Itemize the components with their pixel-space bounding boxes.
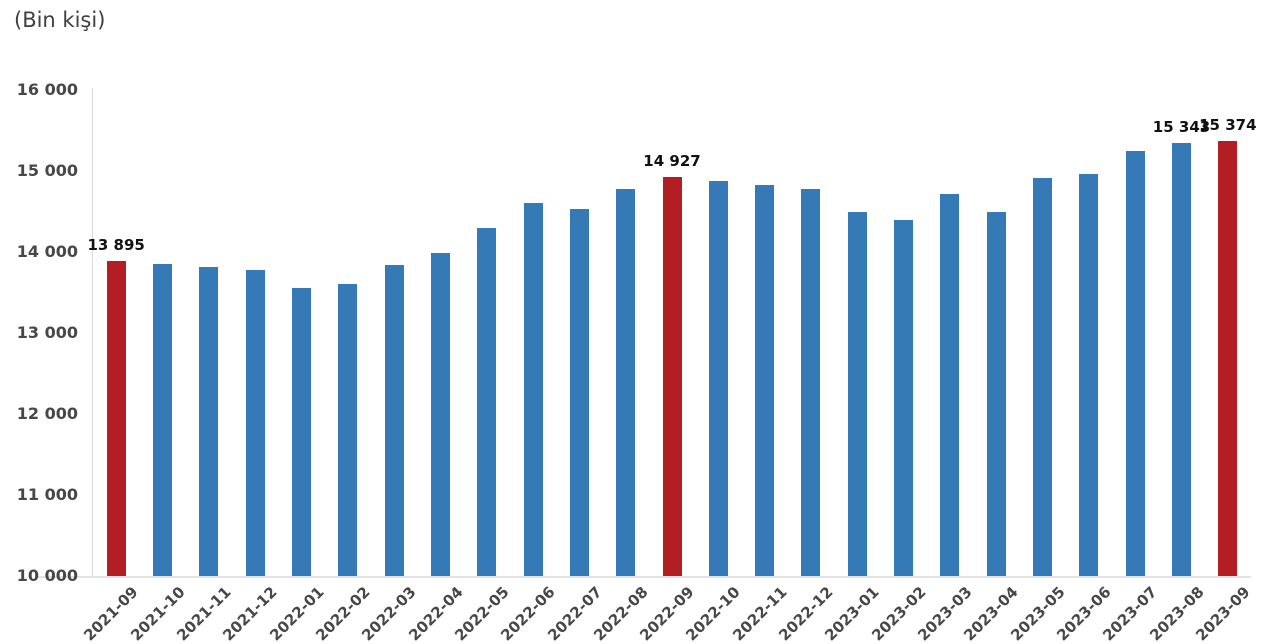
bar-2022-10 [708, 180, 728, 576]
bar-2023-08 [1172, 143, 1192, 576]
bar-2022-07 [569, 209, 589, 576]
data-label-2022-09: 14 927 [643, 151, 701, 170]
bar-2023-09 [1218, 140, 1238, 576]
y-axis-line [92, 88, 93, 576]
bar-2022-11 [755, 184, 775, 576]
bar-2023-01 [847, 212, 867, 576]
bar-2023-04 [986, 212, 1006, 576]
y-tick-label: 10 000 [16, 566, 78, 585]
bar-2023-06 [1079, 174, 1099, 576]
y-tick-label: 11 000 [16, 485, 78, 504]
y-tick-label: 14 000 [16, 242, 78, 261]
bar-2022-06 [523, 203, 543, 576]
bar-2022-08 [616, 188, 636, 576]
data-label-2023-09: 15 374 [1199, 115, 1257, 134]
bar-2023-02 [894, 220, 914, 576]
y-tick-label: 15 000 [16, 161, 78, 180]
bar-2022-09 [662, 176, 682, 576]
bar-2022-03 [384, 264, 404, 576]
bar-2022-04 [430, 252, 450, 576]
bar-2022-12 [801, 188, 821, 576]
data-label-2023-08: 15 343 [1152, 118, 1211, 137]
bar-2021-09 [106, 260, 126, 576]
y-tick-label: 16 000 [16, 80, 78, 99]
bar-2021-11 [199, 266, 219, 576]
bar-2022-02 [338, 283, 358, 576]
bar-2022-05 [477, 227, 497, 576]
bar-2023-07 [1125, 150, 1145, 576]
x-axis-baseline [36, 576, 1251, 578]
y-tick-label: 12 000 [16, 404, 78, 423]
bar-2023-03 [940, 194, 960, 576]
bar-2021-12 [245, 270, 265, 576]
chart-title: (Bin kişi) [14, 8, 106, 32]
bar-2023-05 [1033, 178, 1053, 576]
y-tick-label: 13 000 [16, 323, 78, 342]
bar-2022-01 [291, 288, 311, 576]
bar-2021-10 [152, 264, 172, 576]
data-label-2021-09: 13 895 [87, 235, 145, 254]
